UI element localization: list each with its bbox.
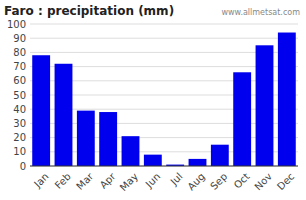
bar bbox=[278, 33, 296, 166]
y-tick-label: 80 bbox=[13, 47, 26, 58]
bar bbox=[189, 159, 207, 166]
x-tick-label: Aug bbox=[185, 171, 207, 193]
bar bbox=[55, 64, 73, 166]
y-tick-label: 40 bbox=[13, 104, 26, 115]
x-axis-line bbox=[30, 166, 298, 167]
y-tick-label: 100 bbox=[7, 19, 26, 30]
grid-line bbox=[30, 24, 298, 25]
x-tick-label: Nov bbox=[252, 171, 274, 193]
grid-line bbox=[30, 38, 298, 39]
bar bbox=[256, 45, 274, 166]
y-tick-label: 10 bbox=[13, 146, 26, 157]
y-tick-label: 70 bbox=[13, 61, 26, 72]
grid-line bbox=[30, 166, 298, 167]
y-tick-label: 0 bbox=[20, 161, 26, 172]
chart-svg: 0 10 20 30 40 50 60 70 80 90 100 JanFebMarAprMayJun… bbox=[0, 0, 306, 200]
y-grid bbox=[30, 24, 298, 166]
x-tick-label: Sep bbox=[208, 171, 229, 192]
x-tick-label: Jun bbox=[143, 171, 163, 191]
x-tick-label: Feb bbox=[53, 171, 73, 191]
x-tick-labels: JanFebMarAprMayJun JulAugSepOctNovDec bbox=[31, 170, 296, 193]
x-tick-label: Jul bbox=[168, 171, 185, 188]
y-tick-label: 20 bbox=[13, 132, 26, 143]
chart-title: Faro : precipitation (mm) bbox=[4, 4, 174, 18]
bar bbox=[122, 136, 140, 166]
y-tick-label: 90 bbox=[13, 33, 26, 44]
bar bbox=[77, 111, 95, 166]
bar bbox=[233, 72, 251, 166]
x-tick-label: Mar bbox=[74, 170, 96, 192]
bar bbox=[144, 155, 162, 166]
bar bbox=[211, 145, 229, 166]
x-tick-label: Oct bbox=[232, 171, 252, 191]
annotation: www.allmetsat.com bbox=[222, 8, 301, 17]
y-tick-label: 50 bbox=[13, 90, 26, 101]
y-tick-labels: 0 10 20 30 40 50 60 70 80 90 100 bbox=[7, 19, 26, 172]
y-tick-label: 30 bbox=[13, 118, 26, 129]
x-tick-label: Dec bbox=[275, 171, 296, 192]
bar bbox=[32, 55, 50, 166]
x-tick-label: Jan bbox=[31, 171, 50, 190]
x-tick-label: May bbox=[118, 171, 140, 193]
x-tick-label: Apr bbox=[98, 170, 119, 191]
bar bbox=[99, 112, 117, 166]
y-tick-label: 60 bbox=[13, 75, 26, 86]
bars bbox=[32, 33, 296, 166]
chart-container: 0 10 20 30 40 50 60 70 80 90 100 JanFebMarAprMayJun… bbox=[0, 0, 306, 200]
